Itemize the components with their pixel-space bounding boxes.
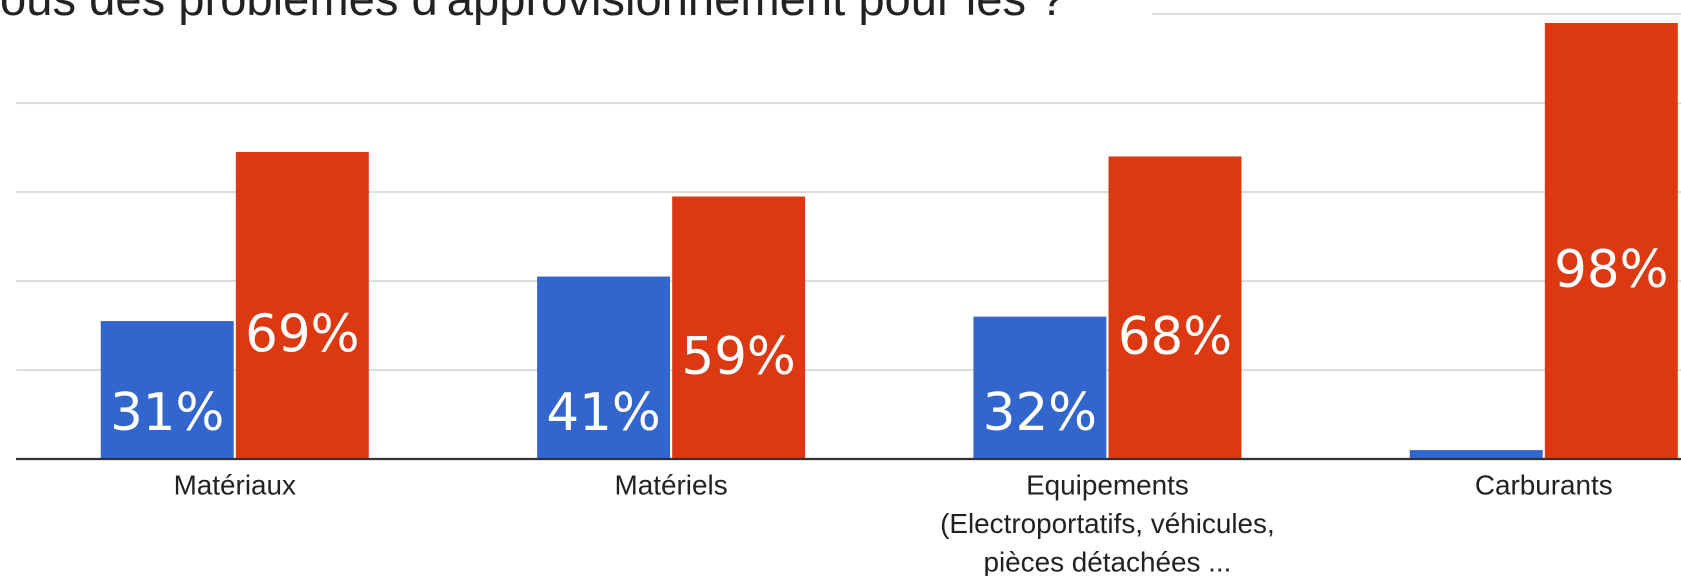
x-tick-label: Matériaux: [173, 468, 296, 501]
data-label: 41%: [546, 383, 660, 443]
chart-title: ous des problèmes d'approvisionnement po…: [0, 0, 1065, 25]
data-label: 59%: [681, 327, 795, 387]
data-label: 31%: [110, 383, 224, 443]
x-tick-label-box: Matériaux: [173, 468, 296, 501]
x-tick-label: Matériels: [614, 468, 728, 501]
bar: [1409, 450, 1543, 459]
x-tick-label-box: Matériels: [614, 468, 728, 501]
bar: [672, 196, 806, 459]
data-label: 69%: [245, 305, 359, 365]
data-label: 2%: [1435, 383, 1517, 443]
bar: [100, 321, 234, 459]
data-label: 98%: [1554, 240, 1668, 300]
bar: [235, 152, 369, 459]
x-tick-label-box: Equipements (Electroportatifs, véhicules…: [940, 468, 1275, 576]
bar: [1108, 156, 1242, 459]
bar: [537, 276, 671, 459]
x-tick-label: Equipements (Electroportatifs, véhicules…: [940, 468, 1275, 576]
bar: [973, 316, 1107, 459]
bars: 31% 69% 41% 59% 32% 68% 2% 98%: [100, 22, 1678, 459]
x-tick-label: Carburants: [1474, 468, 1613, 501]
data-label: 68%: [1118, 307, 1232, 367]
data-label: 32%: [983, 383, 1097, 443]
title-background: [0, 0, 1153, 20]
bar: [1544, 22, 1678, 459]
x-tick-label-box: Carburants: [1474, 468, 1613, 501]
